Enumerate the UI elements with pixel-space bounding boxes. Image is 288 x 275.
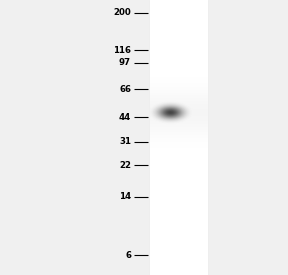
Text: 22: 22 bbox=[119, 161, 131, 170]
Bar bbox=[150, 0, 207, 275]
Text: 31: 31 bbox=[119, 137, 131, 146]
Text: 44: 44 bbox=[119, 113, 131, 122]
Text: 200: 200 bbox=[113, 8, 131, 17]
Text: 14: 14 bbox=[119, 192, 131, 201]
Text: 66: 66 bbox=[119, 85, 131, 94]
Text: 97: 97 bbox=[119, 58, 131, 67]
Text: 116: 116 bbox=[113, 46, 131, 55]
Text: 6: 6 bbox=[125, 251, 131, 260]
